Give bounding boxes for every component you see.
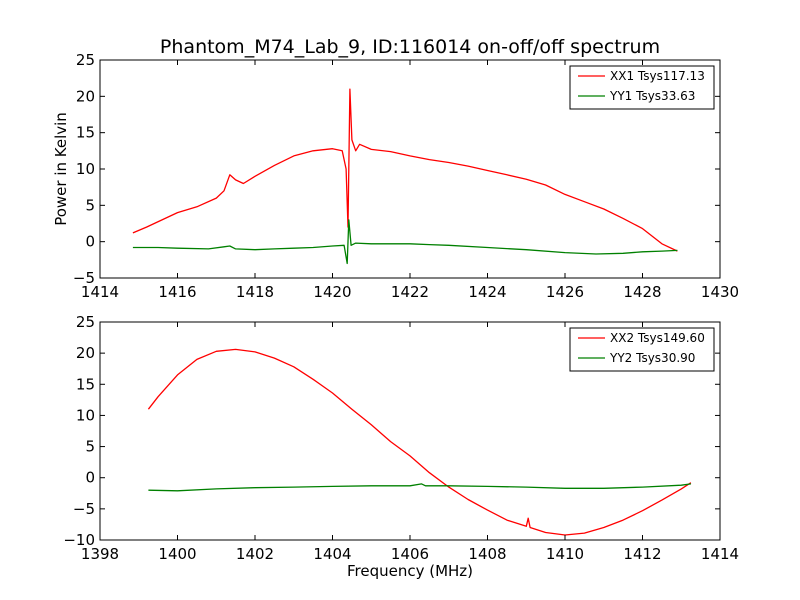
bottom-legend-label-1: XX2 Tsys149.60 bbox=[610, 331, 705, 345]
bottom-series-group bbox=[147, 348, 692, 536]
top-legend-label-1: XX1 Tsys117.13 bbox=[610, 69, 705, 83]
bottom-series-2-line bbox=[148, 483, 691, 492]
plot-top: Power in Kelvin 1414 1416 1418 1420 1422 1424… bbox=[52, 51, 739, 301]
top-ytick-label: 25 bbox=[76, 51, 95, 69]
bottom-ytick-label: 0 bbox=[85, 469, 95, 487]
bottom-xtick-label: 1414 bbox=[701, 545, 739, 563]
top-xtick-label: 1426 bbox=[546, 283, 584, 301]
bottom-xtick-label: 1400 bbox=[158, 545, 196, 563]
top-series-2-line bbox=[132, 219, 678, 265]
bottom-ytick-label: 10 bbox=[76, 406, 95, 424]
top-ytick-label: 10 bbox=[76, 160, 95, 178]
top-ytick-label: 0 bbox=[85, 233, 95, 251]
top-xtick-label: 1430 bbox=[701, 283, 739, 301]
top-ytick-label: 20 bbox=[76, 87, 95, 105]
bottom-legend-box bbox=[569, 327, 715, 372]
bottom-xtick-label: 1408 bbox=[468, 545, 506, 563]
bottom-ticks-group: 1398 1400 1402 1404 1406 1408 1410 1412 1414 −10 −… bbox=[63, 313, 739, 563]
top-xtick-label: 1414 bbox=[81, 283, 119, 301]
bottom-xtick-label: 1410 bbox=[546, 545, 584, 563]
bottom-legend: XX2 Tsys149.60 YY2 Tsys30.90 bbox=[569, 327, 715, 372]
top-legend-label-2: YY1 Tsys33.63 bbox=[609, 89, 695, 103]
top-xtick-label: 1428 bbox=[623, 283, 661, 301]
bottom-xtick-label: 1402 bbox=[236, 545, 274, 563]
top-xtick-label: 1422 bbox=[391, 283, 429, 301]
top-series-group bbox=[132, 88, 678, 265]
top-ytick-label: 5 bbox=[85, 196, 95, 214]
bottom-ytick-label: 20 bbox=[76, 344, 95, 362]
top-legend: XX1 Tsys117.13 YY1 Tsys33.63 bbox=[569, 65, 715, 110]
bottom-xtick-label: 1412 bbox=[623, 545, 661, 563]
top-xtick-label: 1420 bbox=[313, 283, 351, 301]
top-xtick-label: 1424 bbox=[468, 283, 506, 301]
top-ytick-label: −5 bbox=[73, 269, 95, 287]
top-xtick-label: 1418 bbox=[236, 283, 274, 301]
top-legend-box bbox=[569, 65, 715, 110]
bottom-xtick-label: 1406 bbox=[391, 545, 429, 563]
plot-bottom: 1398 1400 1402 1404 1406 1408 1410 1412 1414 −10 −… bbox=[63, 313, 739, 580]
top-ylabel: Power in Kelvin bbox=[52, 112, 70, 226]
bottom-ytick-label: 5 bbox=[85, 438, 95, 456]
bottom-legend-label-2: YY2 Tsys30.90 bbox=[609, 351, 695, 365]
top-series-1-line bbox=[132, 88, 678, 252]
top-xtick-label: 1416 bbox=[158, 283, 196, 301]
top-ytick-label: 15 bbox=[76, 124, 95, 142]
bottom-xtick-label: 1404 bbox=[313, 545, 351, 563]
bottom-ytick-label: −5 bbox=[73, 500, 95, 518]
chart-title: Phantom_M74_Lab_9, ID:116014 on-off/off … bbox=[160, 36, 660, 58]
top-ticks-group: 1414 1416 1418 1420 1422 1424 1426 1428 1430 −5 0 5… bbox=[73, 51, 739, 301]
bottom-series-1-line bbox=[147, 348, 692, 536]
bottom-ytick-label: 15 bbox=[76, 375, 95, 393]
bottom-ytick-label: −10 bbox=[63, 531, 95, 549]
bottom-xlabel: Frequency (MHz) bbox=[347, 562, 473, 580]
bottom-xtick-label: 1398 bbox=[81, 545, 119, 563]
bottom-ytick-label: 25 bbox=[76, 313, 95, 331]
